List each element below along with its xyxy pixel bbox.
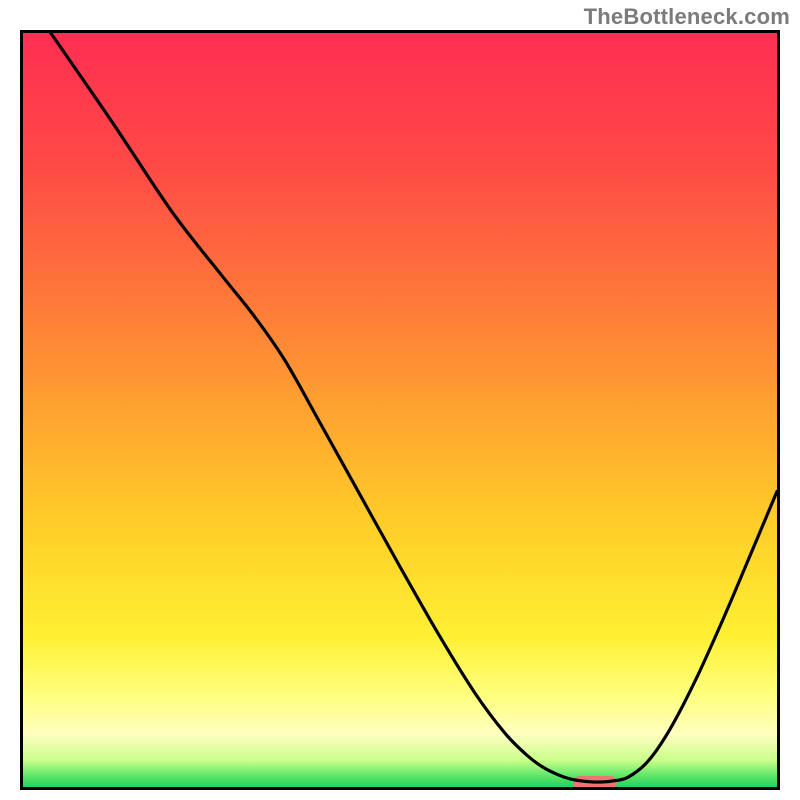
- chart-frame: TheBottleneck.com: [0, 0, 800, 800]
- bottleneck-curve: [23, 33, 777, 787]
- watermark-text: TheBottleneck.com: [584, 4, 790, 30]
- plot-area: [20, 30, 780, 790]
- curve-path: [51, 33, 777, 782]
